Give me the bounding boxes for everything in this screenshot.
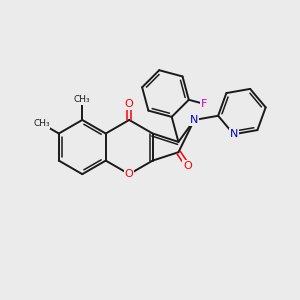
Text: CH₃: CH₃ <box>33 119 50 128</box>
Text: O: O <box>125 169 134 179</box>
Text: O: O <box>125 99 134 109</box>
Text: F: F <box>201 99 208 109</box>
Text: CH₃: CH₃ <box>74 95 91 104</box>
Text: O: O <box>183 161 192 171</box>
Text: N: N <box>190 115 199 125</box>
Text: N: N <box>230 129 238 139</box>
